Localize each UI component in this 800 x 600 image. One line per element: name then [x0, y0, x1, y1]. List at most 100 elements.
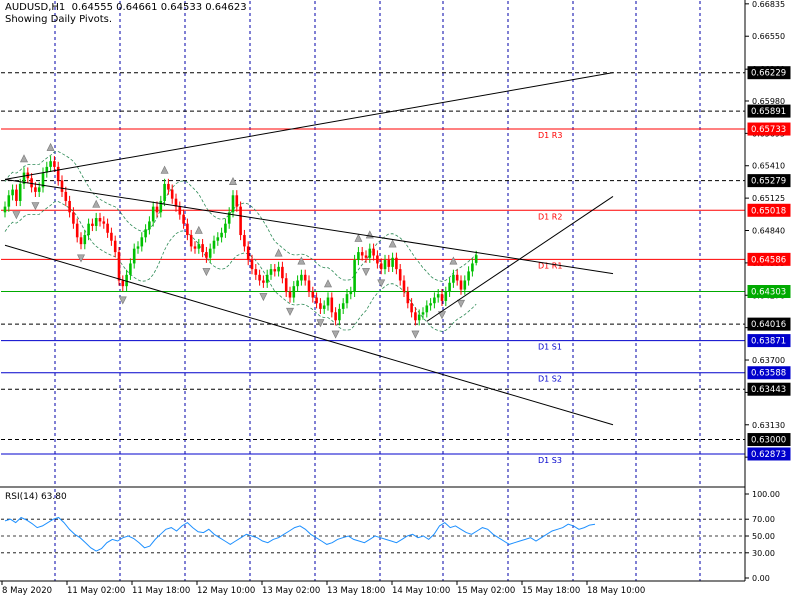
- fractal-up: [160, 165, 169, 174]
- candle-body: [417, 314, 421, 321]
- fractal-down: [411, 330, 420, 339]
- fractal-up: [449, 256, 458, 265]
- candle-body: [440, 294, 444, 301]
- candle-body: [262, 280, 265, 283]
- fractal-down: [362, 268, 370, 277]
- price-box: [747, 252, 791, 266]
- candle-body: [53, 161, 56, 167]
- candle-body: [72, 212, 75, 224]
- pivot-label: D1 S1: [538, 343, 562, 352]
- price-box-label: 0.63588: [751, 369, 786, 379]
- time-tick-label: 15 May 18:00: [522, 586, 580, 596]
- candle-body: [273, 269, 277, 272]
- fractal-up: [354, 233, 363, 242]
- candle-body: [410, 303, 413, 313]
- candle-body: [167, 183, 170, 190]
- candle-body: [281, 266, 284, 279]
- price-tick-label: 0.65980: [752, 97, 785, 106]
- candle-body: [284, 278, 288, 292]
- support-up: [426, 196, 614, 322]
- price-box: [747, 203, 791, 217]
- envelope-dn: [4, 201, 477, 332]
- price-box-label: 0.62873: [751, 450, 786, 460]
- candle-body: [463, 280, 467, 290]
- pivot-lines: D1 R3 D1 R2 D1 R1 D1 S1 D1 S2 D1 S3: [1, 128, 745, 465]
- candle-body: [254, 269, 258, 275]
- candle-body: [398, 269, 402, 281]
- candle-body: [425, 305, 429, 313]
- candle-body: [429, 303, 432, 306]
- candle-body: [224, 223, 227, 233]
- candle-body: [155, 206, 159, 213]
- candle-body: [387, 260, 391, 267]
- rsi-tick-label: 30.00: [752, 549, 775, 558]
- candle-body: [341, 303, 345, 309]
- candle-body: [227, 212, 231, 224]
- candle-body: [7, 195, 11, 207]
- price-tick-label: 0.65410: [752, 162, 785, 171]
- envelope-bands: [4, 151, 477, 332]
- candle-body: [231, 195, 235, 213]
- candle-body: [140, 237, 144, 247]
- candle-body: [182, 214, 185, 224]
- price-tick-label: 0.66835: [752, 0, 785, 9]
- long-resistance: [4, 72, 614, 180]
- grid: [1, 1, 745, 581]
- price-box-label: 0.63871: [751, 337, 786, 347]
- symbol-info: AUDUSD,H1 0.64555 0.64661 0.64533 0.6462…: [5, 2, 247, 13]
- candle-body: [414, 312, 417, 321]
- candle-body: [193, 246, 197, 249]
- candle-body: [303, 274, 307, 281]
- candle-body: [239, 206, 242, 236]
- fractal-up: [388, 239, 397, 248]
- candle-body: [3, 206, 7, 213]
- price-box: [747, 433, 791, 447]
- candle-body: [170, 189, 174, 199]
- candle-body: [258, 274, 261, 281]
- price-box: [747, 382, 791, 396]
- candle-body: [455, 274, 459, 281]
- candle-body: [300, 274, 303, 281]
- candle-body: [391, 257, 394, 267]
- candle-body: [91, 223, 94, 226]
- candle-body: [402, 280, 406, 292]
- candle-body: [18, 183, 22, 201]
- price-box-label: 0.63000: [751, 436, 786, 446]
- candle-body: [269, 269, 273, 275]
- rsi-line: [4, 516, 596, 552]
- time-tick-label: 8 May 2020: [2, 586, 52, 596]
- candle-body: [98, 218, 102, 222]
- pivot-label: D1 S2: [538, 375, 562, 384]
- trendlines: [4, 72, 614, 426]
- price-box: [747, 447, 791, 461]
- time-tick-label: 15 May 02:00: [457, 586, 515, 596]
- pivot-label: D1 S3: [538, 456, 562, 465]
- candle-body: [372, 248, 375, 256]
- candle-body: [212, 240, 216, 249]
- candle-body: [216, 237, 220, 241]
- time-tick-label: 14 May 10:00: [392, 586, 450, 596]
- candle-body: [406, 291, 410, 304]
- candle-body: [136, 246, 140, 249]
- candle-body: [474, 255, 478, 263]
- candle-body: [296, 280, 299, 287]
- candle-body: [22, 172, 26, 184]
- candle-body: [444, 291, 448, 301]
- candle-body: [60, 180, 64, 192]
- price-tick-label: 0.66550: [752, 32, 785, 41]
- candle-body: [113, 240, 117, 253]
- price-box: [747, 174, 791, 188]
- fractal-markers: [12, 142, 465, 339]
- candle-body: [68, 200, 71, 213]
- candle-body: [277, 266, 280, 272]
- time-tick-label: 11 May 18:00: [132, 586, 190, 596]
- pivot-label: D1 R3: [538, 131, 562, 140]
- price-tick-label: 0.63700: [752, 356, 785, 365]
- candle-body: [383, 260, 387, 270]
- candle-body: [334, 312, 337, 321]
- fractal-down: [377, 279, 386, 288]
- candle-body: [292, 286, 296, 298]
- candle-body: [338, 308, 341, 321]
- candle-body: [144, 229, 147, 238]
